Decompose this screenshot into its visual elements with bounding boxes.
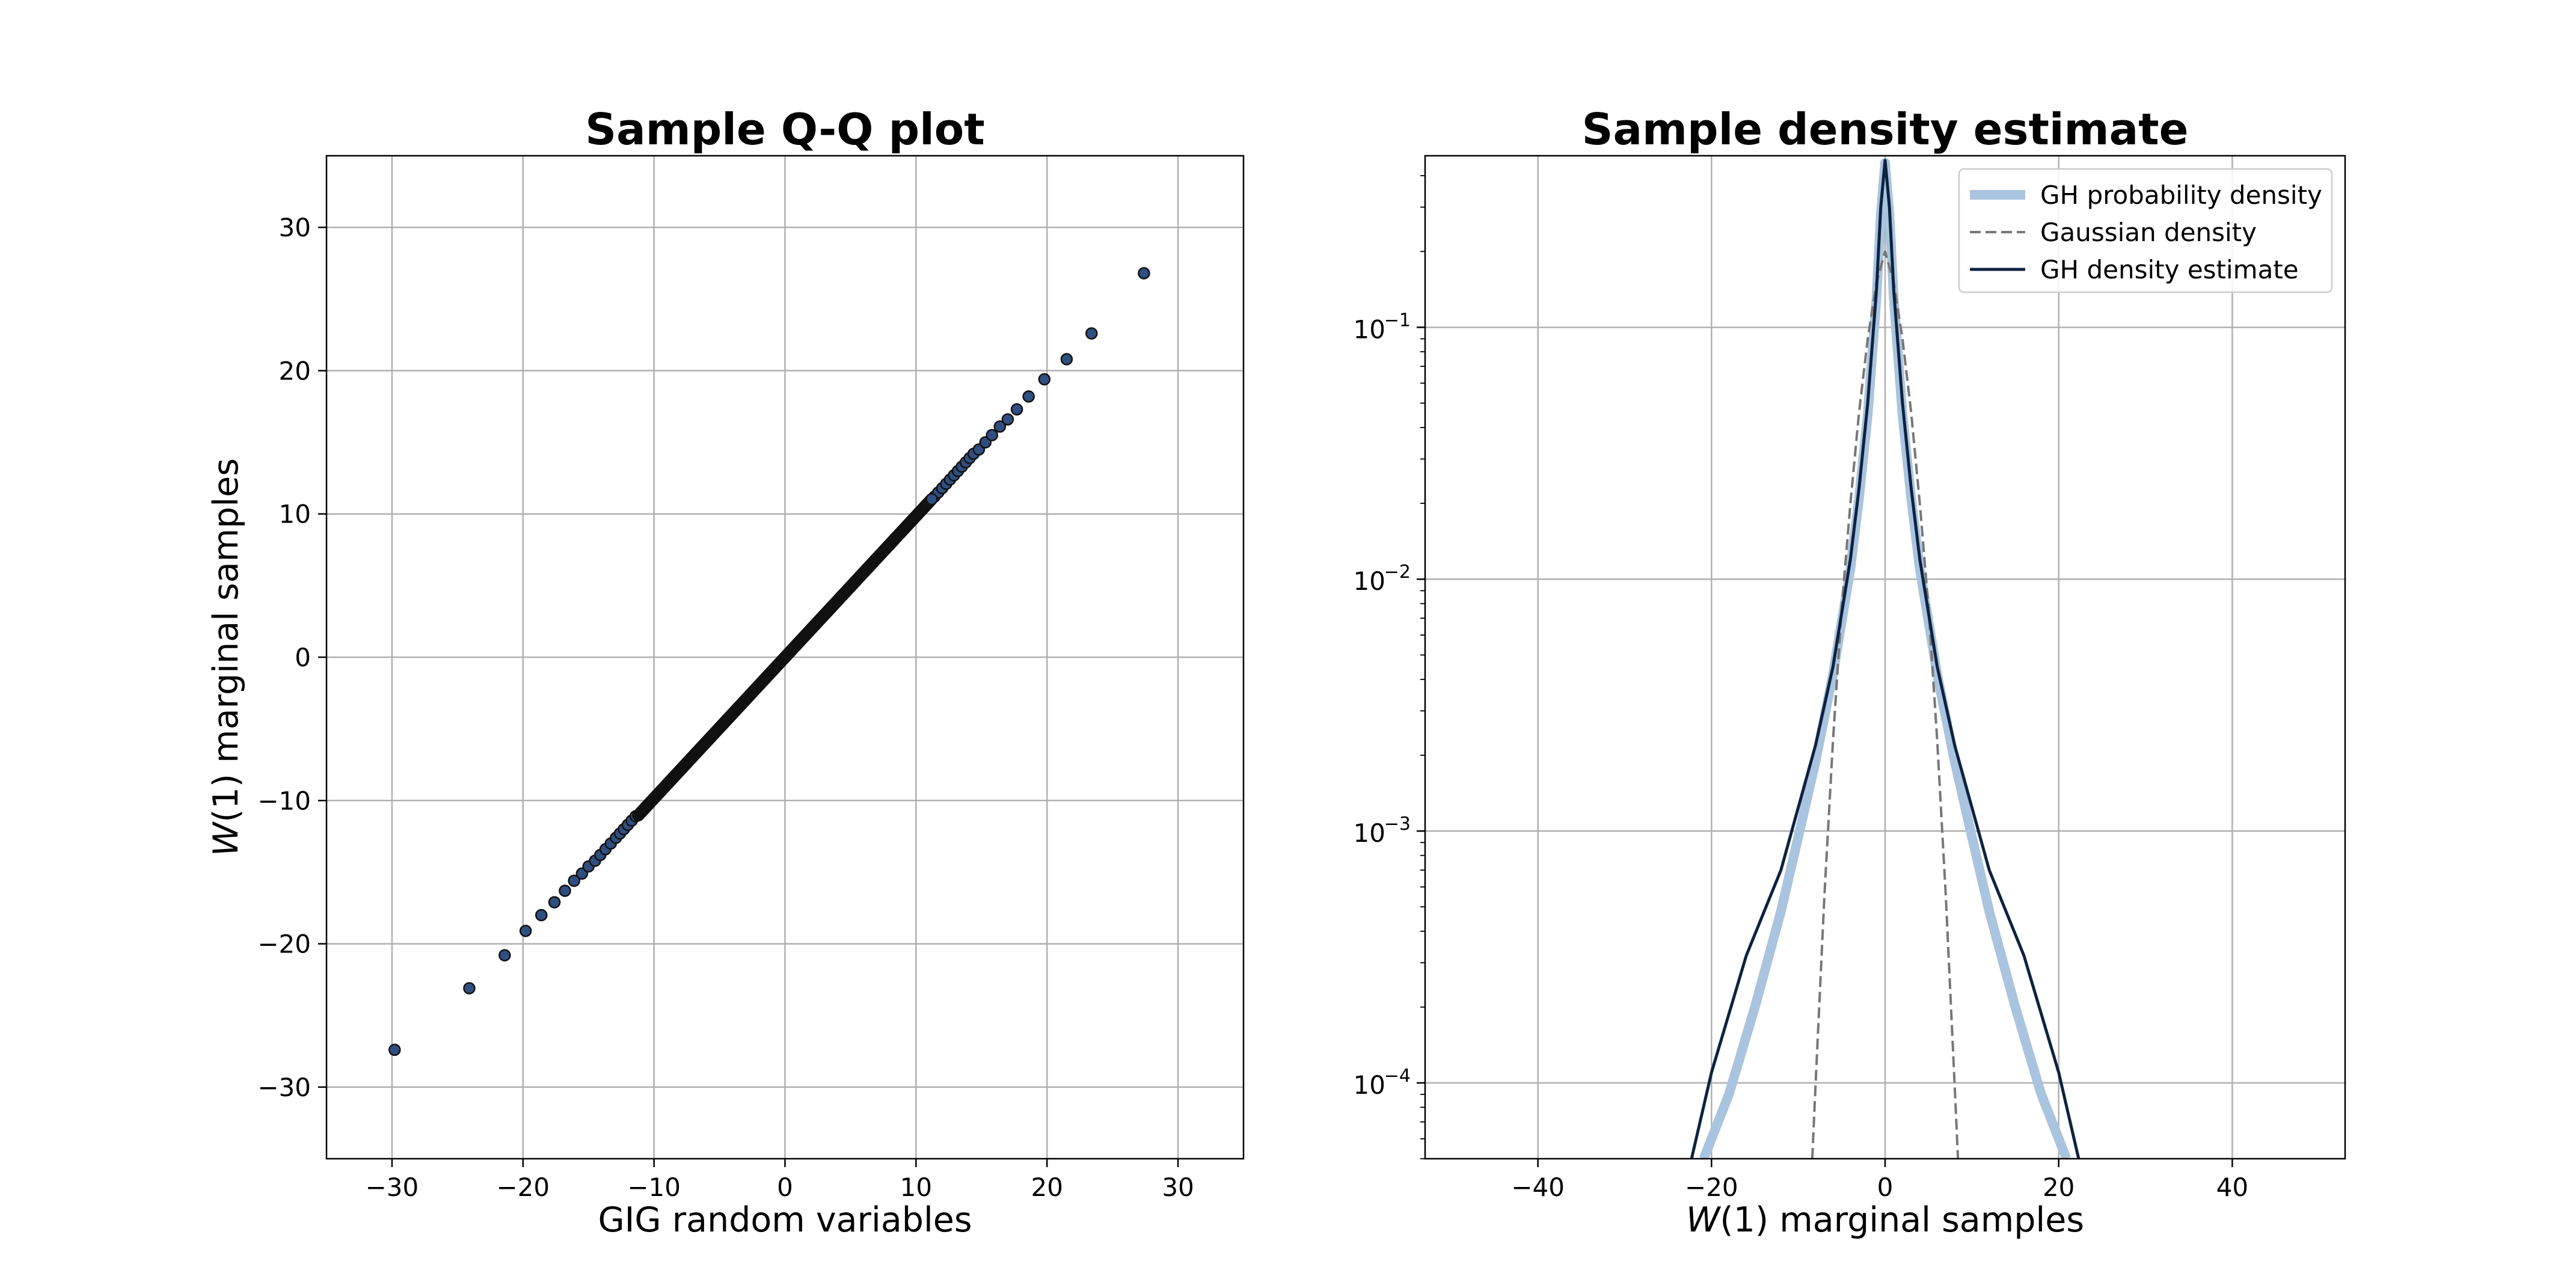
- density-gridlines: [1425, 156, 2345, 1159]
- qq-plot-xlabel: GIG random variables: [598, 1200, 972, 1240]
- density-xtick-label: 0: [1877, 1173, 1894, 1202]
- qq-point: [986, 429, 998, 441]
- density-legend: GH probability density Gaussian density GH…: [1958, 168, 2333, 293]
- qq-point: [463, 982, 476, 995]
- qq-xtick-label: 30: [1162, 1173, 1194, 1202]
- density-series: [1690, 158, 2081, 1159]
- qq-point: [1138, 267, 1150, 280]
- density-xtick-label: −20: [1685, 1173, 1738, 1202]
- qq-xtick-label: 10: [900, 1173, 932, 1202]
- qq-point: [1060, 353, 1073, 366]
- qq-point: [535, 909, 548, 922]
- density-title: Sample density estimate: [1582, 104, 2189, 155]
- qq-point: [1022, 390, 1035, 403]
- density-ytick-exponent: −4: [1384, 1066, 1411, 1087]
- qq-point: [559, 885, 571, 897]
- qq-xtick-label: 20: [1031, 1173, 1063, 1202]
- qq-plot-ylabel: W(1) marginal samples: [206, 458, 246, 856]
- qq-ytick-label: −10: [257, 786, 311, 815]
- qq-point: [498, 949, 511, 961]
- qq-xtick-label: −20: [496, 1173, 550, 1202]
- density-series-line-1: [1811, 250, 1960, 1159]
- qq-point: [993, 420, 1007, 433]
- density-ytick-exponent: −3: [1384, 814, 1411, 835]
- density-legend-box: [1958, 168, 2333, 293]
- qq-xtick-label: 0: [777, 1173, 793, 1202]
- density-ytick-label: 10: [1354, 1070, 1385, 1100]
- density-ytick-exponent: −1: [1384, 310, 1411, 331]
- qq-point: [1001, 413, 1014, 426]
- qq-xtick-label: −30: [366, 1173, 419, 1202]
- qq-point: [1085, 327, 1098, 340]
- qq-ytick-label: 0: [295, 643, 311, 672]
- density-legend-label: GH probability density: [2040, 180, 2322, 210]
- density-legend-label: GH density estimate: [2040, 255, 2299, 284]
- density-panel: Sample density estimate W(1) marginal sa…: [1354, 104, 2346, 1240]
- density-ytick-label: 10: [1354, 566, 1385, 596]
- qq-point: [388, 1043, 401, 1056]
- density-xlabel: W(1) marginal samples: [1686, 1200, 2084, 1240]
- qq-point: [925, 492, 938, 506]
- density-ytick-label: 10: [1354, 818, 1385, 848]
- density-legend-label: Gaussian density: [2040, 218, 2257, 247]
- qq-points: [388, 267, 1150, 1056]
- qq-ytick-label: 20: [279, 356, 311, 385]
- qq-plot-panel: Sample Q-Q plot GIG random variables W(1…: [206, 104, 1245, 1240]
- qq-ytick-label: 10: [279, 500, 311, 529]
- qq-ytick-label: 30: [279, 213, 311, 242]
- qq-xtick-label: −10: [627, 1173, 681, 1202]
- qq-ytick-label: −20: [257, 930, 311, 959]
- density-ytick-exponent: −2: [1384, 562, 1411, 583]
- qq-point: [548, 896, 561, 909]
- qq-point: [519, 924, 532, 937]
- qq-gridlines: [327, 156, 1244, 1159]
- qq-plot-title: Sample Q-Q plot: [585, 104, 984, 155]
- density-series-line-2: [1690, 159, 2081, 1159]
- qq-point: [1038, 373, 1051, 385]
- density-xtick-label: 20: [2043, 1173, 2075, 1202]
- qq-ytick-label: −30: [257, 1073, 311, 1102]
- density-xtick-label: 40: [2216, 1173, 2248, 1202]
- density-xtick-label: −40: [1511, 1173, 1565, 1202]
- qq-point: [1010, 403, 1023, 416]
- qq-point: [568, 874, 580, 887]
- density-ytick-label: 10: [1354, 314, 1385, 344]
